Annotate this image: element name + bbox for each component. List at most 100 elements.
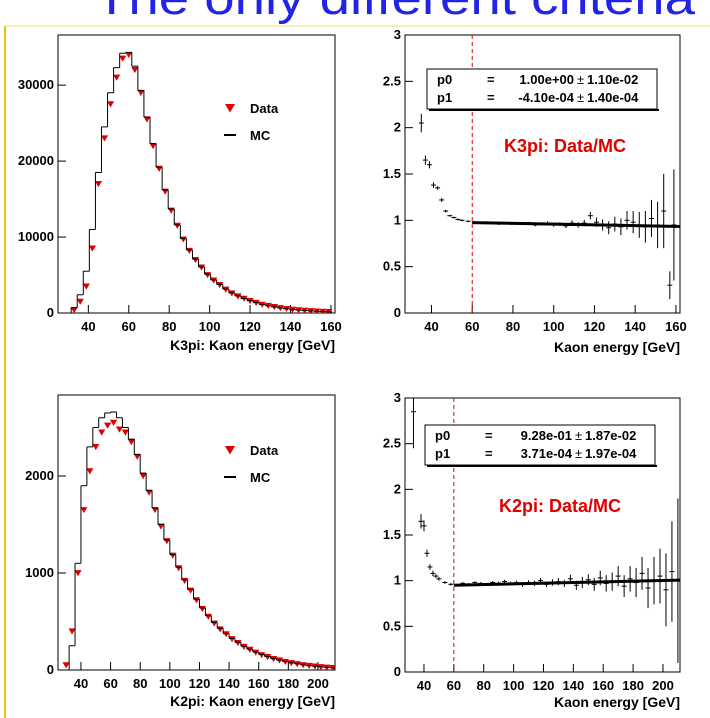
plot-area xyxy=(70,51,333,313)
y-tick-label: 30000 xyxy=(18,77,54,92)
data-marker xyxy=(119,55,127,62)
legend-label: Data xyxy=(250,443,279,458)
x-tick-label: 120 xyxy=(189,676,211,691)
x-tick-label: 160 xyxy=(248,676,270,691)
x-tick-label: 200 xyxy=(652,678,674,693)
y-tick-label: 20000 xyxy=(18,153,54,168)
stats-value: -4.10e-04 xyxy=(518,90,574,105)
data-marker xyxy=(88,245,96,252)
data-marker xyxy=(319,308,327,313)
data-marker xyxy=(204,272,212,279)
stats-separator: = xyxy=(485,446,493,461)
data-marker xyxy=(216,282,224,289)
data-marker xyxy=(313,308,321,313)
x-tick-label: 100 xyxy=(503,678,525,693)
data-marker xyxy=(86,468,94,475)
data-marker xyxy=(228,636,236,643)
data-marker xyxy=(127,439,135,446)
y-tick-label: 3 xyxy=(394,27,401,42)
y-tick-label: 1000 xyxy=(25,565,54,580)
plot-area xyxy=(411,398,680,663)
data-marker xyxy=(252,649,260,656)
y-tick-label: 1 xyxy=(394,573,401,588)
data-marker xyxy=(104,422,112,429)
x-axis-title: K2pi: Kaon energy [GeV] xyxy=(170,693,335,709)
stats-value: 1.00e+00 xyxy=(519,72,574,87)
data-marker xyxy=(149,143,157,150)
stats-value: 9.28e-01 xyxy=(521,428,572,443)
data-marker xyxy=(100,135,109,142)
x-tick-label: 100 xyxy=(199,319,221,334)
x-tick-label: 120 xyxy=(239,319,261,334)
annotation: K3pi: Data/MC xyxy=(504,136,626,156)
x-tick-label: 40 xyxy=(74,676,88,691)
data-marker xyxy=(82,283,90,290)
y-tick-label: 0.5 xyxy=(383,618,401,633)
stats-name: p1 xyxy=(437,90,452,105)
x-tick-label: 80 xyxy=(476,678,490,693)
stats-name: p0 xyxy=(437,72,452,87)
data-marker xyxy=(234,639,242,647)
plot-frame xyxy=(57,394,336,671)
stats-separator: = xyxy=(487,90,495,105)
x-tick-label: 140 xyxy=(562,678,584,693)
data-marker xyxy=(258,652,266,659)
data-marker xyxy=(137,89,145,96)
stats-error: 1.10e-02 xyxy=(587,72,638,87)
x-tick-label: 120 xyxy=(584,319,606,334)
fit-line xyxy=(472,221,680,228)
data-marker xyxy=(157,523,165,530)
stats-box xyxy=(426,68,658,110)
x-tick-label: 60 xyxy=(465,319,479,334)
fit-line xyxy=(453,578,680,587)
legend-marker xyxy=(225,446,235,455)
x-tick-label: 80 xyxy=(162,319,176,334)
x-tick-label: 180 xyxy=(622,678,644,693)
y-tick-label: 0.5 xyxy=(383,259,401,274)
stats-error: 1.40e-04 xyxy=(587,90,639,105)
data-marker xyxy=(113,74,121,81)
data-marker xyxy=(115,426,124,433)
stats-separator: = xyxy=(485,428,493,443)
stats-separator: = xyxy=(487,72,495,87)
y-tick-label: 2.5 xyxy=(383,436,401,451)
y-tick-label: 0 xyxy=(394,664,401,679)
data-marker xyxy=(80,507,88,514)
x-tick-label: 160 xyxy=(320,319,342,334)
x-tick-label: 160 xyxy=(665,319,687,334)
x-tick-label: 160 xyxy=(592,678,614,693)
data-marker xyxy=(121,429,129,436)
data-marker xyxy=(222,631,230,638)
x-tick-label: 120 xyxy=(533,678,555,693)
legend-label: Data xyxy=(250,101,279,116)
data-marker xyxy=(228,290,236,297)
plot-frame xyxy=(57,34,336,314)
y-tick-label: 2000 xyxy=(25,468,54,483)
data-marker xyxy=(94,180,103,188)
stats-value: 3.71e-04 xyxy=(521,446,573,461)
x-tick-label: 140 xyxy=(218,676,240,691)
x-tick-label: 140 xyxy=(624,319,646,334)
x-tick-label: 80 xyxy=(506,319,520,334)
data-marker xyxy=(143,116,151,123)
x-tick-label: 60 xyxy=(122,319,136,334)
x-tick-label: 80 xyxy=(133,676,147,691)
slide-title: The only different criteria xyxy=(95,0,695,25)
x-tick-label: 60 xyxy=(447,678,461,693)
data-marker xyxy=(191,256,200,264)
data-marker xyxy=(125,51,133,58)
x-tick-label: 180 xyxy=(277,676,299,691)
y-tick-label: 2 xyxy=(394,481,401,496)
data-marker xyxy=(68,628,76,635)
data-marker xyxy=(145,489,153,496)
data-marker xyxy=(210,277,218,284)
y-tick-label: 2 xyxy=(394,120,401,135)
x-tick-label: 60 xyxy=(103,676,117,691)
stats-error: 1.97e-04 xyxy=(585,446,637,461)
data-marker xyxy=(74,570,82,577)
stats-plus-minus: ± xyxy=(575,446,582,461)
x-tick-label: 40 xyxy=(417,678,431,693)
data-marker xyxy=(133,453,141,460)
x-tick-label: 40 xyxy=(81,319,95,334)
